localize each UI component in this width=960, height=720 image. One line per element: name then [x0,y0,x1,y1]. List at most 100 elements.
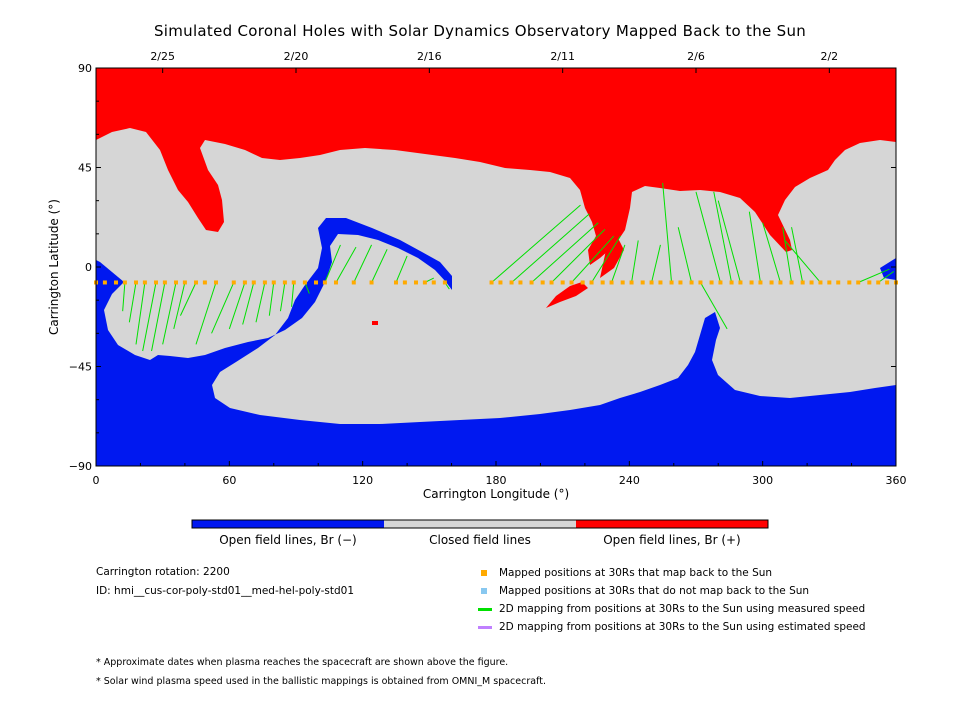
mapped-point-43 [600,280,605,285]
x-tick-label-4: 240 [619,474,640,487]
mapped-point-29 [422,280,427,285]
mapped-point-31 [442,280,447,285]
mapped-point-70 [867,280,872,285]
mapped-point-57 [738,280,743,285]
legend-line-green-icon [478,607,492,611]
mapping-line-13 [268,282,275,316]
mapped-point-45 [620,280,625,285]
mapped-point-23 [334,280,338,285]
mapped-point-47 [640,280,645,285]
model-id: ID: hmi__cus-cor-poly-std01__med-hel-pol… [96,585,355,597]
mapped-point-8 [174,280,178,285]
mapped-point-46 [629,280,634,285]
mapping-line-32 [651,244,661,283]
mapping-line-34 [677,227,693,283]
legend-item-estimated: 2D mapping from positions at 30Rs to the… [478,620,866,634]
mapping-line-11 [242,282,255,325]
mapped-point-60 [769,280,774,285]
y-tick-label-0: 90 [78,62,92,75]
map-regions [96,68,896,466]
mapped-point-59 [758,280,763,285]
mapped-point-6 [154,280,158,285]
mapped-point-41 [580,280,585,285]
mapped-point-19 [291,280,296,285]
mapped-point-48 [649,280,654,285]
mapped-point-32 [489,280,494,285]
mapping-line-9 [211,282,235,334]
mapping-line-36 [695,191,721,283]
mapping-line-39 [748,211,761,283]
mapping-line-44 [858,268,890,283]
mapping-line-31 [631,240,639,283]
mapped-point-5 [142,280,147,285]
legend-label: 2D mapping from positions at 30Rs to the… [499,603,866,615]
mapping-line-24 [491,204,581,283]
colorbar-positive [576,520,768,528]
mapping-line-3 [142,282,157,352]
mapped-point-33 [498,280,503,285]
mapped-point-67 [836,280,841,285]
mapped-point-37 [540,280,545,285]
mapped-point-18 [282,280,287,285]
carrington-rotation: Carrington rotation: 2200 [96,566,230,578]
mapping-line-17 [324,244,341,283]
mapping-lines [122,182,895,352]
mapping-line-4 [151,282,166,352]
x-tick-label-0: 0 [93,474,100,487]
mapping-line-35 [700,282,728,330]
colorbar-label-positive: Open field lines, Br (+) [603,533,741,547]
legend-label: Mapped positions at 30Rs that do not map… [499,585,810,597]
note-speed: * Solar wind plasma speed used in the ba… [96,676,546,687]
x-tick-label-6: 360 [886,474,907,487]
note-dates: * Approximate dates when plasma reaches … [96,657,509,668]
mapping-line-2 [135,282,146,345]
mapped-point-22 [322,280,327,285]
mapping-line-10 [228,282,246,330]
mapped-point-66 [827,280,832,285]
y-tick-label-1: 45 [78,162,92,175]
mapping-line-26 [531,222,599,283]
mapped-point-44 [609,280,614,285]
mapped-point-51 [678,280,683,285]
mapping-line-21 [395,255,408,283]
top-date-axis: 2/25 2/20 2/16 2/11 2/6 2/2 [150,50,838,73]
x-tick-label-5: 300 [752,474,773,487]
date-tick-label-3: 2/11 [550,50,575,63]
mapped-point-27 [402,280,407,285]
mapped-point-9 [182,280,187,285]
positive-patch-south [600,238,624,278]
mapped-point-13 [231,280,236,285]
mapping-line-18 [335,246,357,283]
legend-item-measured: 2D mapping from positions at 30Rs to the… [478,602,865,616]
mapping-line-40 [762,222,781,283]
chart-title: Simulated Coronal Holes with Solar Dynam… [153,22,807,40]
x-axis-label: Carrington Longitude (°) [423,487,569,501]
mapping-line-25 [511,213,590,283]
mapped-point-11 [202,280,207,285]
mapped-point-16 [262,280,267,285]
north-positive-open-region [96,68,896,265]
mapped-point-69 [856,280,861,285]
mapped-point-24 [351,280,356,285]
mapping-line-28 [571,235,615,283]
mapped-point-7 [162,280,167,285]
legend-item-unmapped: Mapped positions at 30Rs that do not map… [478,584,809,598]
date-tick-label-4: 2/6 [687,50,705,63]
positive-patch-central [546,282,588,308]
mapped-point-1 [102,280,107,285]
colorbar-negative [192,520,384,528]
mapped-point-50 [669,280,674,285]
legend-square-blue-icon [481,588,487,594]
legend-label: 2D mapping from positions at 30Rs to the… [499,621,866,633]
mapped-point-36 [529,280,534,285]
mapped-point-20 [302,280,307,285]
mapping-line-1 [128,282,137,323]
date-tick-label-1: 2/20 [284,50,309,63]
y-axis-label: Carrington Latitude (°) [47,199,61,335]
mapping-line-15 [291,282,295,307]
y-axis: 90 45 0 −45 −90 [69,62,896,473]
mapped-point-3 [122,280,127,285]
mapped-point-2 [114,280,118,285]
mapping-line-43 [784,240,821,283]
